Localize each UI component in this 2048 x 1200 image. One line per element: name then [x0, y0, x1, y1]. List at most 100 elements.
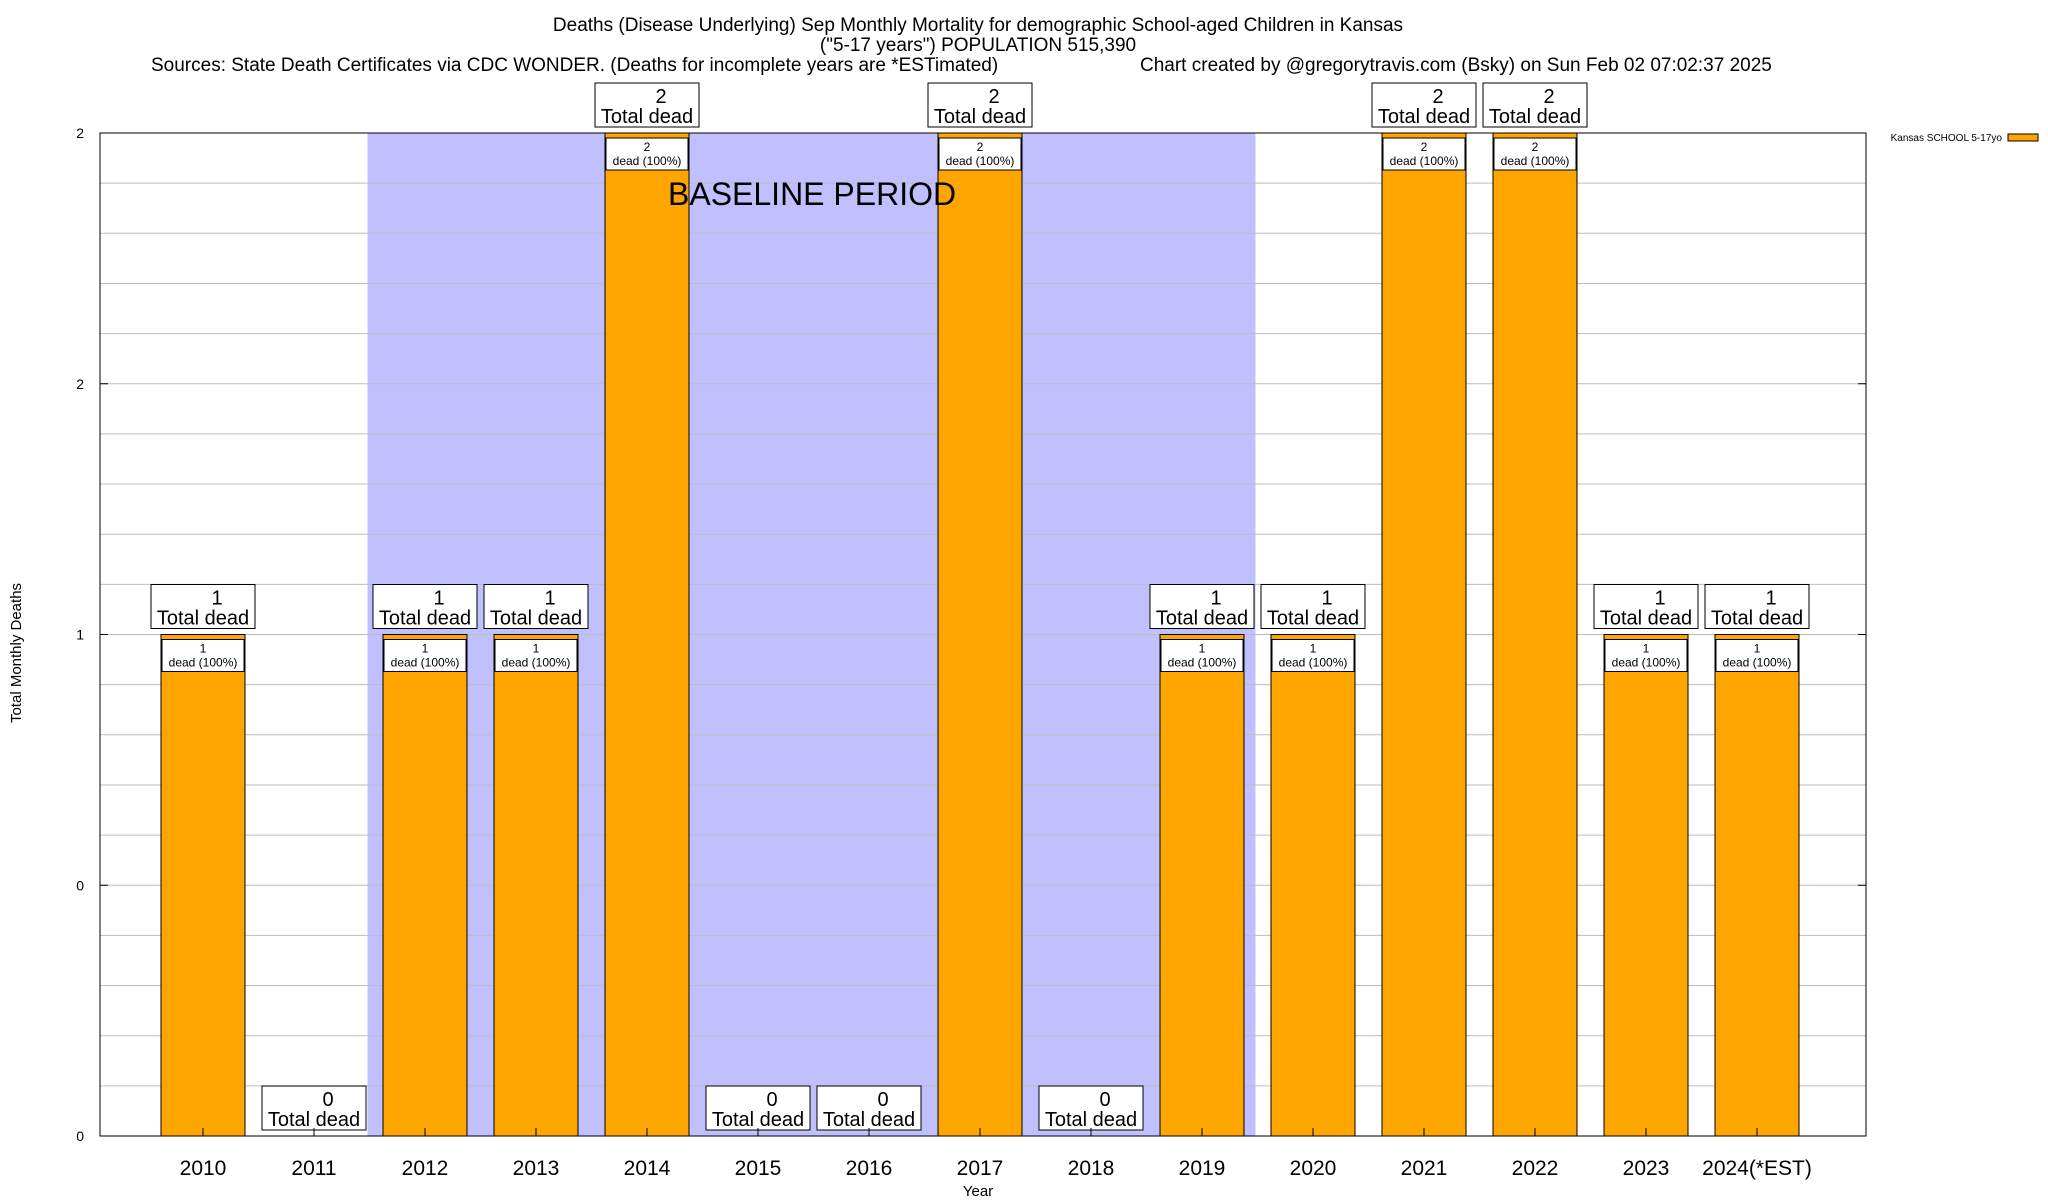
- x-tick-label: 2019: [1179, 1157, 1226, 1180]
- total-label-text: Total dead: [1378, 106, 1470, 128]
- total-label-box: [927, 82, 1033, 128]
- inner-label-box: [161, 639, 245, 672]
- total-label-count: 2: [988, 86, 999, 108]
- total-label-box: [372, 584, 478, 629]
- bar-2023: [1603, 634, 1689, 1137]
- total-label-count: 0: [877, 1089, 888, 1111]
- bar-2012: [382, 634, 468, 1137]
- total-label-count: 1: [1210, 588, 1221, 610]
- inner-label-box: [1493, 137, 1577, 171]
- total-label-count: 0: [766, 1089, 777, 1111]
- total-label-count: 2: [1432, 86, 1443, 108]
- total-label-box: [1038, 1085, 1144, 1131]
- chart-title-line2: ("5-17 years") POPULATION 515,390: [820, 35, 1136, 56]
- inner-label-text: dead (100%): [1279, 656, 1348, 670]
- x-tick-label: 2024(*EST): [1702, 1157, 1812, 1180]
- y-tick-label: 0: [76, 1128, 84, 1144]
- x-tick-label: 2023: [1623, 1157, 1670, 1180]
- total-label-box: [1371, 82, 1477, 128]
- total-label-text: Total dead: [712, 1109, 804, 1131]
- inner-label-text: dead (100%): [946, 154, 1015, 168]
- y-axis-label: Total Monthly Deaths: [8, 583, 25, 723]
- inner-label-box: [1604, 639, 1688, 672]
- y-tick-label: 1: [76, 627, 84, 643]
- x-tick-label: 2020: [1290, 1157, 1337, 1180]
- chart-title-line1: Deaths (Disease Underlying) Sep Monthly …: [553, 15, 1403, 36]
- bar-2010: [160, 634, 246, 1137]
- inner-label-text: dead (100%): [613, 154, 682, 168]
- inner-label-text: dead (100%): [502, 656, 571, 670]
- inner-label-text: dead (100%): [1723, 656, 1792, 670]
- inner-label-count: 2: [977, 140, 984, 154]
- total-label-text: Total dead: [1156, 608, 1248, 630]
- total-label-box: [816, 1085, 922, 1131]
- legend-label: Kansas SCHOOL 5-17yo: [1891, 133, 2003, 144]
- total-label-box: [1593, 584, 1699, 629]
- inner-label-box: [605, 137, 689, 171]
- x-tick-label: 2011: [291, 1157, 336, 1180]
- inner-label-count: 1: [1754, 642, 1761, 656]
- y-tick-label: 0: [76, 877, 84, 893]
- inner-label-box: [1715, 639, 1799, 672]
- inner-label-text: dead (100%): [169, 656, 238, 670]
- bars: [160, 132, 1800, 1137]
- y-tick-label: 2: [76, 125, 84, 141]
- inner-label-count: 1: [1643, 642, 1650, 656]
- inner-label-box: [1160, 639, 1244, 672]
- total-label-text: Total dead: [1045, 1109, 1137, 1131]
- total-label-text: Total dead: [490, 608, 582, 630]
- total-label-box: [1149, 584, 1255, 629]
- x-tick-label: 2014: [624, 1157, 671, 1180]
- inner-label-count: 2: [644, 140, 651, 154]
- x-tick-label: 2022: [1512, 1157, 1559, 1180]
- total-label-box: [705, 1085, 811, 1131]
- total-label-count: 1: [211, 588, 222, 610]
- x-tick-label: 2018: [1068, 1157, 1115, 1180]
- total-label-count: 0: [322, 1089, 333, 1111]
- total-label-text: Total dead: [1600, 608, 1692, 630]
- y-tick-label: 2: [76, 376, 84, 392]
- total-label-box: [1482, 82, 1588, 128]
- total-label-box: [594, 82, 700, 128]
- bar-2021: [1381, 132, 1467, 1137]
- inner-label-box: [1382, 137, 1466, 171]
- x-tick-label: 2017: [957, 1157, 1004, 1180]
- total-label-box: [150, 584, 256, 629]
- inner-label-text: dead (100%): [1390, 154, 1459, 168]
- total-label-text: Total dead: [379, 608, 471, 630]
- bar-2017: [937, 132, 1023, 1137]
- inner-label-box: [938, 137, 1022, 171]
- x-tick-label: 2012: [402, 1157, 449, 1180]
- inner-label-text: dead (100%): [1612, 656, 1681, 670]
- total-label-text: Total dead: [1267, 608, 1359, 630]
- chart-sources: Sources: State Death Certificates via CD…: [151, 55, 998, 76]
- bar-2020: [1270, 634, 1356, 1137]
- inner-label-text: dead (100%): [1501, 154, 1570, 168]
- total-label-box: [261, 1085, 367, 1131]
- total-label-count: 2: [1543, 86, 1554, 108]
- inner-label-box: [383, 639, 467, 672]
- inner-label-count: 1: [422, 642, 429, 656]
- bar-2013: [493, 634, 579, 1137]
- x-tick-label: 2010: [180, 1157, 227, 1180]
- total-label-text: Total dead: [268, 1109, 360, 1131]
- inner-label-text: dead (100%): [391, 656, 460, 670]
- x-tick-label: 2013: [513, 1157, 560, 1180]
- total-label-box: [483, 584, 589, 629]
- x-tick-label: 2021: [1401, 1157, 1448, 1180]
- total-label-count: 2: [655, 86, 666, 108]
- total-label-box: [1704, 584, 1810, 629]
- total-label-text: Total dead: [823, 1109, 915, 1131]
- inner-label-box: [494, 639, 578, 672]
- inner-label-count: 1: [1199, 642, 1206, 656]
- total-label-box: [1260, 584, 1366, 629]
- inner-label-count: 1: [1310, 642, 1317, 656]
- chart-credit: Chart created by @gregorytravis.com (Bsk…: [1140, 55, 1772, 76]
- bar-2019: [1159, 634, 1245, 1137]
- total-label-text: Total dead: [157, 608, 249, 630]
- bar-2022: [1492, 132, 1578, 1137]
- inner-label-count: 2: [1421, 140, 1428, 154]
- inner-label-count: 2: [1532, 140, 1539, 154]
- total-label-text: Total dead: [1711, 608, 1803, 630]
